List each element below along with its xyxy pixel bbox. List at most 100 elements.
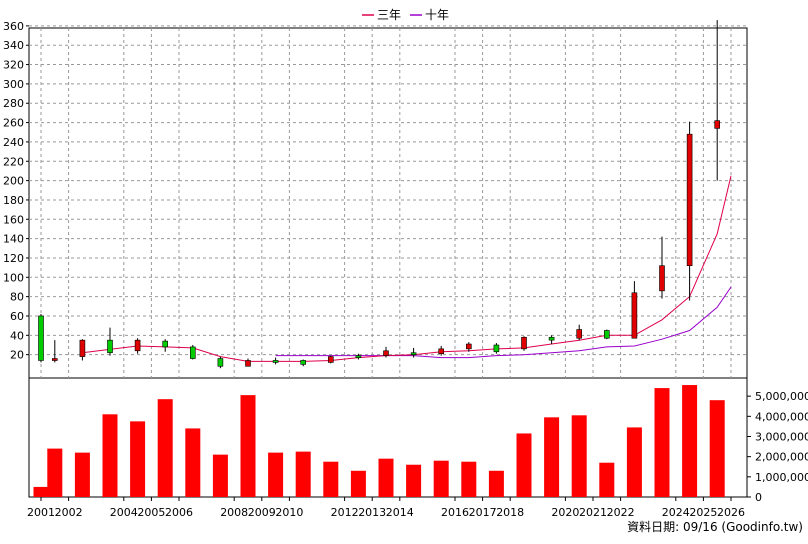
candle-body xyxy=(659,265,665,292)
candlestick xyxy=(603,329,610,340)
volume-bar xyxy=(350,470,366,497)
candle-body xyxy=(300,360,307,365)
candle-body xyxy=(217,358,224,367)
x-tick-label: 2010 xyxy=(275,506,303,519)
x-axis-ticks: 2001 2002 2004 2005 2006 2008 2009 2010 2012 2013… xyxy=(27,497,745,519)
candle-body xyxy=(79,339,86,357)
volume-bar xyxy=(682,385,698,497)
x-tick-label: 2002 xyxy=(55,506,83,519)
moving-average-lines xyxy=(82,175,732,362)
volume-bar xyxy=(157,399,173,497)
candlestick xyxy=(714,20,721,181)
candlestick xyxy=(217,356,224,369)
volume-bar xyxy=(323,461,339,497)
x-tick-label: 2009 xyxy=(248,506,276,519)
volume-bar xyxy=(102,414,118,497)
candle-body xyxy=(162,340,168,348)
candlestick xyxy=(38,314,44,363)
candlestick xyxy=(493,343,500,354)
candle-body xyxy=(355,355,362,358)
price-grid xyxy=(29,25,747,378)
volume-bar xyxy=(212,454,228,497)
x-tick-label: 2018 xyxy=(496,506,524,519)
candlestick xyxy=(51,340,58,363)
candle-body xyxy=(134,339,141,352)
price-tick-label: 80 xyxy=(10,291,24,304)
candle-body xyxy=(51,358,58,361)
x-tick-label: 2021 xyxy=(579,506,607,519)
x-tick-label: 2006 xyxy=(165,506,193,519)
volume-bar xyxy=(488,470,504,497)
ma-3yr-line xyxy=(82,175,732,362)
volume-bar xyxy=(33,486,49,497)
candlestick xyxy=(162,339,168,352)
price-tick-label: 100 xyxy=(3,271,24,284)
chart-legend: 三年 十年 xyxy=(362,8,449,22)
candlestick xyxy=(79,339,86,361)
data-date-footer: 資料日期: 09/16 (Goodinfo.tw) xyxy=(627,520,803,534)
candlestick xyxy=(659,236,665,299)
price-tick-label: 160 xyxy=(3,213,24,226)
candlestick xyxy=(686,121,693,301)
candlestick xyxy=(631,281,638,339)
price-tick-label: 180 xyxy=(3,194,24,207)
price-tick-label: 340 xyxy=(3,39,24,52)
volume-bar xyxy=(378,458,394,497)
candle-body xyxy=(383,350,389,356)
volume-tick-label: 2,000,000 xyxy=(755,451,808,464)
x-tick-label: 2014 xyxy=(386,506,414,519)
x-tick-label: 2022 xyxy=(607,506,635,519)
candle-body xyxy=(631,292,638,339)
volume-bar xyxy=(571,415,587,497)
x-tick-label: 2024 xyxy=(662,506,690,519)
legend-label: 三年 xyxy=(377,8,401,22)
candle-body xyxy=(493,344,500,353)
volume-bar xyxy=(74,452,90,497)
candle-body xyxy=(548,336,555,341)
volume-bar xyxy=(433,460,449,497)
candle-body xyxy=(521,336,527,350)
price-tick-label: 120 xyxy=(3,252,24,265)
volume-tick-label: 0 xyxy=(755,491,762,504)
candlestick xyxy=(190,344,196,360)
volume-bar xyxy=(544,417,560,497)
x-tick-label: 2017 xyxy=(469,506,497,519)
price-tick-label: 320 xyxy=(3,59,24,72)
volume-bar xyxy=(626,427,642,497)
ma-10yr-line xyxy=(275,286,732,359)
volume-bar xyxy=(599,462,615,497)
price-tick-label: 60 xyxy=(10,310,24,323)
candlestick xyxy=(300,359,307,367)
x-tick-label: 2012 xyxy=(331,506,359,519)
candlestick xyxy=(438,345,445,356)
volume-bar xyxy=(709,400,725,497)
candlestick xyxy=(245,358,251,367)
volume-bar xyxy=(47,448,63,497)
price-tick-label: 300 xyxy=(3,78,24,91)
x-tick-label: 2001 xyxy=(27,506,55,519)
x-tick-label: 2025 xyxy=(689,506,717,519)
price-tick-label: 360 xyxy=(3,20,24,33)
price-tick-label: 20 xyxy=(10,349,24,362)
volume-bar xyxy=(130,421,146,497)
volume-axis-ticks: 0 1,000,000 2,000,000 3,000,000 4,000,000 5,0… xyxy=(747,390,808,504)
volume-bar xyxy=(516,433,532,497)
candle-body xyxy=(107,339,113,354)
price-tick-label: 220 xyxy=(3,155,24,168)
candle-body xyxy=(190,346,196,359)
candlestick xyxy=(327,355,334,364)
x-tick-label: 2020 xyxy=(551,506,579,519)
price-axis-ticks: 20 40 60 80 100 120 140 160 180 200 220 240 260 280 30… xyxy=(3,20,29,362)
price-tick-label: 200 xyxy=(3,175,24,188)
candlestick xyxy=(355,353,362,360)
price-tick-label: 40 xyxy=(10,329,24,342)
candlestick xyxy=(521,336,527,351)
volume-bar xyxy=(406,464,422,497)
volume-bar xyxy=(268,452,284,497)
price-tick-label: 260 xyxy=(3,117,24,130)
x-tick-label: 2013 xyxy=(358,506,386,519)
candle-body xyxy=(438,348,445,354)
x-tick-label: 2016 xyxy=(441,506,469,519)
volume-bar xyxy=(185,428,201,497)
